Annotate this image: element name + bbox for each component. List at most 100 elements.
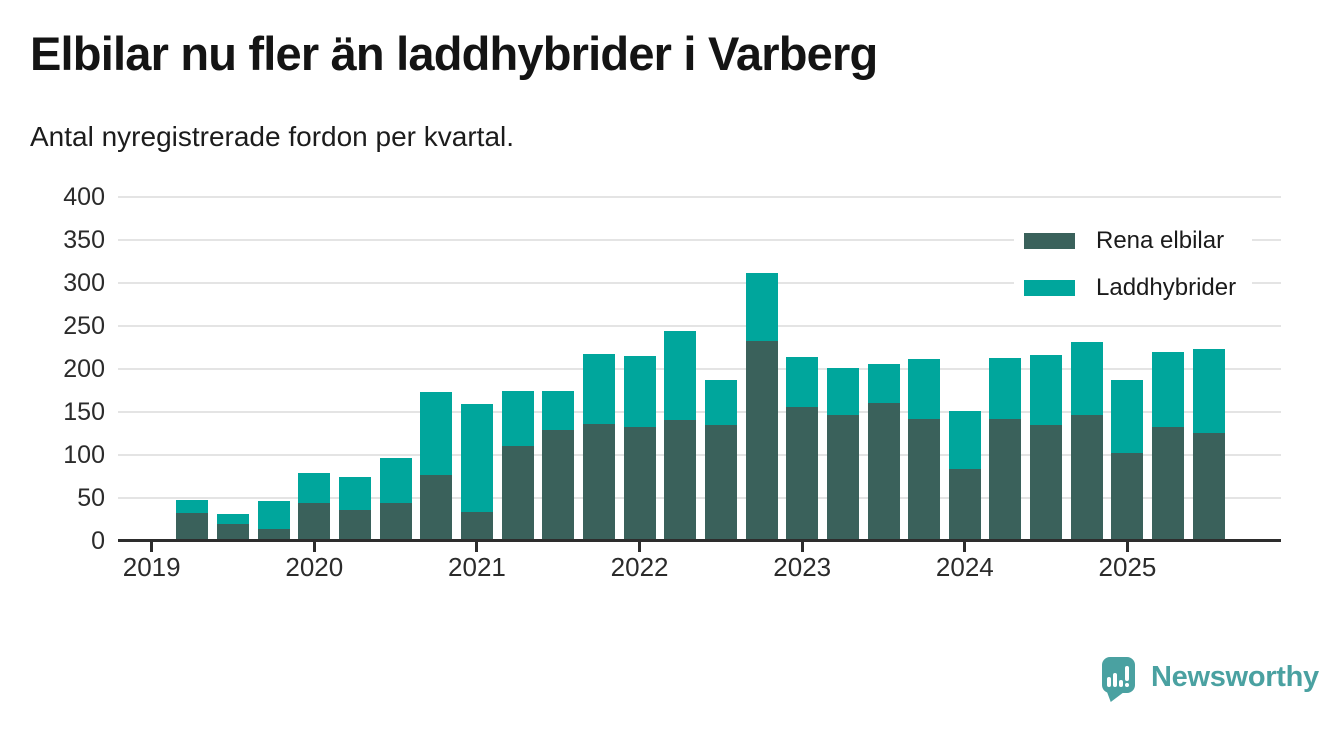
plot-area: [118, 196, 1281, 552]
bar-segment-laddhybrider: [460, 404, 493, 512]
y-axis-label: 200: [63, 355, 105, 383]
gridline: [118, 497, 1281, 499]
newsworthy-logo-text: Newsworthy: [1151, 661, 1319, 693]
bar-segment-rena-elbilar: [420, 474, 453, 541]
x-axis-line: [118, 539, 1281, 542]
bar-segment-laddhybrider: [501, 391, 534, 447]
bar-segment-rena-elbilar: [1111, 453, 1144, 541]
bar-segment-laddhybrider: [582, 353, 615, 425]
x-axis-label: 2019: [122, 552, 181, 582]
y-axis-label: 0: [91, 527, 105, 555]
legend-label: Rena elbilar: [1096, 227, 1225, 254]
legend-label: Laddhybrider: [1096, 274, 1237, 301]
bar-segment-laddhybrider: [867, 363, 900, 404]
x-axis-tick: [1125, 541, 1129, 552]
bar-segment-laddhybrider: [1192, 349, 1225, 433]
bar-segment-rena-elbilar: [582, 424, 615, 541]
bar-segment-laddhybrider: [379, 458, 412, 504]
gridline: [118, 368, 1281, 370]
x-axis-label: 2020: [285, 552, 344, 582]
bar-segment-laddhybrider: [176, 499, 209, 513]
bar-segment-laddhybrider: [1152, 351, 1185, 427]
y-axis-label: 100: [63, 441, 105, 469]
bar-segment-rena-elbilar: [1030, 424, 1063, 541]
bar-segment-rena-elbilar: [826, 414, 859, 541]
bar-segment-laddhybrider: [664, 331, 697, 420]
bar-segment-laddhybrider: [542, 390, 575, 431]
gridline: [118, 411, 1281, 413]
bar-segment-laddhybrider: [786, 356, 819, 407]
bar-segment-laddhybrider: [826, 368, 859, 415]
y-axis-label: 250: [63, 312, 105, 340]
gridline: [118, 196, 1281, 198]
bar-segment-rena-elbilar: [1152, 426, 1185, 541]
bar-segment-laddhybrider: [420, 392, 453, 475]
newsworthy-logo-icon: [1102, 657, 1135, 693]
x-axis-tick: [638, 541, 642, 552]
chart-subtitle: Antal nyregistrerade fordon per kvartal.: [30, 121, 515, 152]
bar-segment-rena-elbilar: [176, 512, 209, 541]
bar-segment-rena-elbilar: [989, 418, 1022, 541]
bar-segment-laddhybrider: [989, 357, 1022, 419]
x-axis-label: 2023: [773, 552, 832, 582]
gridline: [118, 239, 1281, 241]
chart-title: Elbilar nu fler än laddhybrider i Varber…: [30, 27, 878, 80]
bar-segment-rena-elbilar: [338, 510, 371, 541]
legend-swatch-laddhybrider: [1024, 280, 1075, 296]
legend-item-laddhybrider: Laddhybrider: [1024, 274, 1236, 302]
gridline: [118, 282, 1281, 284]
bar-segment-rena-elbilar: [542, 430, 575, 541]
x-axis-tick: [150, 541, 154, 552]
bar-segment-rena-elbilar: [257, 528, 290, 541]
bar-segment-laddhybrider: [257, 501, 290, 529]
bar-segment-rena-elbilar: [1192, 432, 1225, 541]
x-axis-tick: [963, 541, 967, 552]
logo-bar: [1119, 680, 1123, 687]
bar-segment-laddhybrider: [1070, 342, 1103, 416]
x-axis-tick: [800, 541, 804, 552]
bar-segment-laddhybrider: [1111, 380, 1144, 454]
bar-segment-rena-elbilar: [867, 403, 900, 541]
bar-segment-rena-elbilar: [298, 503, 331, 541]
logo-exclamation-icon: [1125, 666, 1129, 687]
bar-segment-rena-elbilar: [704, 424, 737, 541]
x-axis-tick: [475, 541, 479, 552]
y-axis-label: 150: [63, 398, 105, 426]
bar-segment-laddhybrider: [1030, 355, 1063, 425]
logo-bar: [1113, 673, 1117, 687]
bar-segment-rena-elbilar: [948, 468, 981, 541]
bar-segment-laddhybrider: [704, 380, 737, 425]
bar-segment-rena-elbilar: [501, 446, 534, 541]
y-axis-label: 300: [63, 269, 105, 297]
bar-segment-rena-elbilar: [908, 418, 941, 541]
logo-bar: [1107, 677, 1111, 687]
bar-segment-rena-elbilar: [379, 503, 412, 541]
bar-segment-laddhybrider: [908, 358, 941, 419]
y-axis-label: 50: [77, 484, 105, 512]
bar-segment-rena-elbilar: [745, 341, 778, 541]
bar-segment-laddhybrider: [217, 514, 249, 524]
y-axis-label: 350: [63, 226, 105, 254]
legend: Rena elbilar Laddhybrider: [1014, 215, 1253, 316]
x-axis-label: 2022: [610, 552, 669, 582]
bar-segment-laddhybrider: [298, 473, 331, 504]
bar-segment-laddhybrider: [948, 411, 981, 469]
legend-item-rena-elbilar: Rena elbilar: [1024, 227, 1236, 255]
logo-bar-chart-icon: [1107, 666, 1129, 687]
y-axis-label: 400: [63, 183, 105, 211]
bar-segment-rena-elbilar: [664, 419, 697, 541]
newsworthy-logo: Newsworthy: [1102, 657, 1319, 694]
x-axis-label: 2021: [448, 552, 506, 582]
bar-segment-laddhybrider: [623, 356, 656, 427]
bar-segment-laddhybrider: [338, 477, 371, 511]
gridline: [118, 325, 1281, 327]
x-axis-label: 2025: [1098, 552, 1157, 582]
x-axis-tick: [312, 541, 316, 552]
bar-segment-rena-elbilar: [460, 511, 493, 541]
legend-swatch-rena-elbilar: [1024, 233, 1075, 249]
bar-segment-rena-elbilar: [1070, 415, 1103, 541]
x-axis-label: 2024: [935, 552, 994, 582]
bar-segment-laddhybrider: [745, 272, 778, 342]
bar-segment-rena-elbilar: [623, 426, 656, 541]
